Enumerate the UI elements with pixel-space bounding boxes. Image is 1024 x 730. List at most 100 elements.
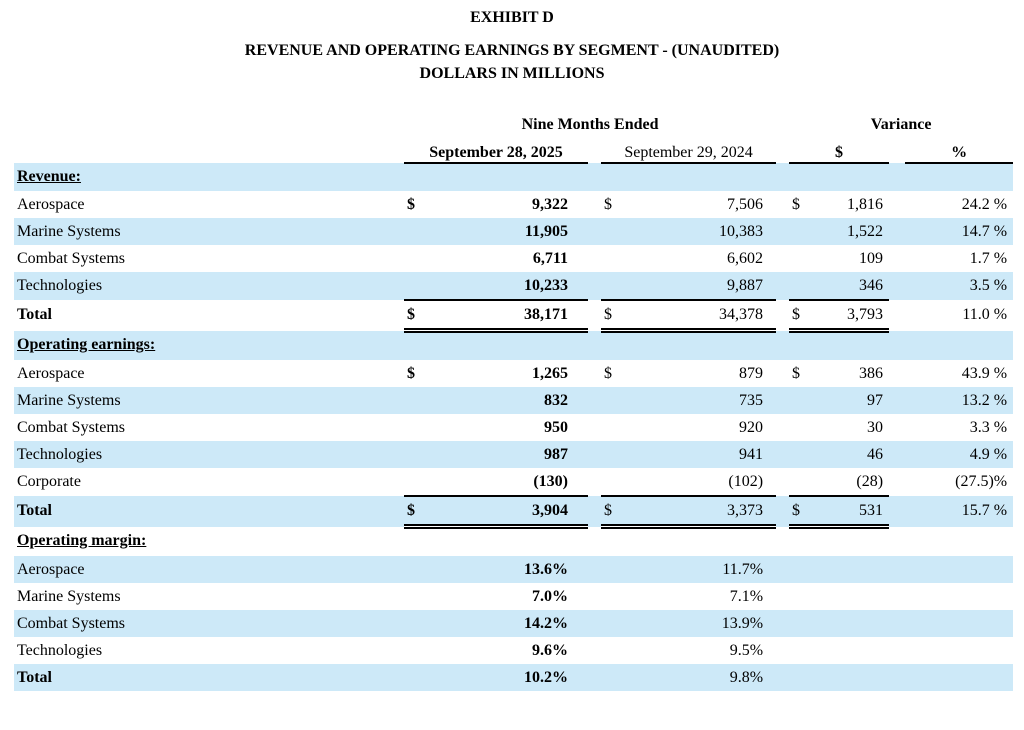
table-row: Technologies 987 941 46 4.9 % [14, 441, 1014, 468]
total-row: Total $38,171 $34,378 $3,793 11.0 % [14, 299, 1013, 333]
cell-variance-value: 30 [867, 418, 884, 436]
cell-gap [776, 414, 789, 441]
cell-variance-value [813, 664, 890, 691]
cell-2024-value: 34,378 [625, 299, 777, 333]
table-row: Combat Systems 14.2% 13.9% [14, 610, 1014, 637]
cell-variance-percent: (27.5)% [955, 473, 1008, 490]
cell-2024-dollar-sign [601, 218, 625, 245]
cell-empty [789, 330, 814, 360]
table-row: Marine Systems 7.0% 7.1% [14, 583, 1013, 610]
cell-gap [776, 272, 790, 300]
cell-2024-dollar-sign [601, 583, 625, 610]
cell-segment-label: Marine Systems [14, 387, 404, 414]
cell-gap [889, 360, 905, 387]
cell-segment-label: Aerospace [17, 195, 85, 213]
cell-2024-value: (102) [728, 472, 764, 490]
cell-2025-dollar-sign [404, 664, 428, 691]
cell-gap [588, 191, 601, 218]
cell-2024-dollar-sign: $ [604, 195, 612, 213]
cell-2024-value: 735 [625, 387, 777, 414]
cell-empty [813, 163, 890, 191]
cell-variance-percent: 14.7 % [905, 218, 1014, 245]
cell-gap [776, 637, 789, 664]
section-title-text: Operating margin: [17, 532, 147, 550]
cell-gap [889, 583, 905, 610]
cell-variance-value: (28) [856, 472, 884, 490]
table-row: Marine Systems 832 735 97 13.2 % [14, 387, 1014, 414]
table-row: Marine Systems 11,905 10,383 1,522 14.7 % [14, 218, 1014, 245]
cell-2025-value: 987 [428, 441, 588, 468]
cell-2025-value: 38,171 [428, 299, 588, 333]
cell-gap [588, 245, 601, 272]
cell-variance-percent: 24.2 % [961, 195, 1008, 213]
cell-variance-value: 3,793 [813, 299, 890, 333]
cell-gap [588, 218, 601, 245]
cell-2024-dollar-sign [601, 387, 625, 414]
section-header-row: Operating margin: [14, 527, 1013, 557]
cell-2024-value: 920 [739, 418, 764, 436]
section-title-text: Operating earnings: [17, 336, 156, 354]
cell-gap [776, 300, 789, 331]
cell-gap [889, 300, 905, 331]
column-header-row: September 28, 2025 September 29, 2024 $ … [14, 134, 1014, 164]
total-row: Total 10.2% 9.8% [14, 664, 1014, 691]
cell-gap [889, 468, 905, 496]
nine-months-ended-header: Nine Months Ended [521, 116, 659, 133]
section-header-row: Revenue: [14, 163, 1014, 191]
cell-2025-dollar-sign: $ [407, 364, 415, 382]
cell-2025-value: 9,322 [532, 195, 568, 213]
cell-segment-label: Corporate [17, 473, 81, 490]
variance-percent-header: % [905, 134, 1014, 164]
cell-empty [588, 163, 601, 191]
cell-2025-value: 10.2% [428, 664, 588, 691]
cell-2025-dollar-sign [404, 556, 428, 583]
cell-variance-percent: 43.9 % [961, 364, 1008, 382]
cell-gap [588, 583, 601, 610]
cell-segment-label: Technologies [14, 272, 404, 300]
cell-gap [889, 414, 905, 441]
cell-variance-dollar-sign [789, 637, 813, 664]
cell-empty [889, 330, 906, 360]
cell-2024-value: 879 [739, 364, 764, 382]
cell-gap [776, 610, 790, 637]
cell-variance-dollar-sign [789, 218, 814, 245]
spacer-cell [776, 109, 789, 134]
cell-2025-value: (130) [533, 472, 568, 490]
table-row: Aerospace $1,265 $879 $386 43.9 % [14, 360, 1013, 387]
cell-2025-value: 13.6% [428, 556, 588, 583]
cell-empty [889, 163, 906, 191]
cell-empty [625, 163, 777, 191]
cell-empty [428, 163, 588, 191]
cell-variance-dollar-sign [789, 272, 814, 300]
cell-variance-dollar-sign [789, 556, 814, 583]
cell-gap [776, 496, 790, 527]
cell-2024-value: 7.1% [729, 587, 764, 605]
cell-empty [404, 527, 428, 557]
cell-gap [588, 556, 601, 583]
cell-variance-dollar-sign [789, 441, 814, 468]
cell-variance-percent: 13.2 % [905, 387, 1014, 414]
cell-gap [889, 496, 906, 527]
cell-variance-value [813, 583, 889, 610]
cell-variance-percent: 3.5 % [905, 272, 1014, 300]
cell-variance-percent [905, 556, 1014, 583]
cell-gap [776, 556, 790, 583]
cell-gap [889, 556, 906, 583]
cell-2025-value: 3,904 [428, 495, 588, 529]
cell-gap [889, 441, 906, 468]
cell-2025-value: 832 [428, 387, 588, 414]
cell-variance-value: 109 [859, 249, 884, 267]
cell-variance-value: 46 [813, 441, 890, 468]
cell-2024-dollar-sign: $ [601, 299, 625, 333]
cell-gap [776, 218, 790, 245]
cell-variance-percent: 11.0 % [962, 306, 1008, 324]
cell-empty [905, 330, 1014, 360]
cell-gap [776, 664, 790, 691]
cell-2024-value: 11.7% [625, 556, 777, 583]
cell-variance-dollar-sign [789, 468, 813, 496]
cell-segment-label: Aerospace [14, 556, 404, 583]
cell-variance-dollar-sign [789, 664, 814, 691]
cell-variance-percent [905, 637, 1013, 664]
cell-variance-percent [905, 664, 1014, 691]
cell-empty [428, 527, 588, 557]
